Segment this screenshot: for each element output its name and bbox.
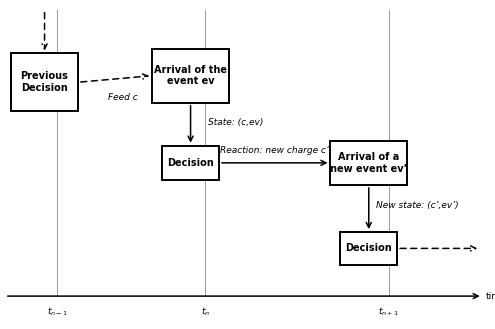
FancyBboxPatch shape [331,141,407,185]
Text: Reaction: new charge c’: Reaction: new charge c’ [220,146,329,155]
Text: Decision: Decision [346,243,392,253]
Text: time: time [486,291,495,301]
Text: State: (c,ev): State: (c,ev) [208,118,263,127]
Text: $t_{n-1}$: $t_{n-1}$ [47,306,67,318]
FancyBboxPatch shape [341,232,397,265]
Text: Decision: Decision [167,158,214,168]
FancyBboxPatch shape [11,54,78,111]
Text: New state: (c’,ev’): New state: (c’,ev’) [376,201,459,210]
Text: $t_n$: $t_n$ [201,306,210,318]
FancyBboxPatch shape [152,48,229,103]
Text: Previous
Decision: Previous Decision [21,71,68,93]
FancyBboxPatch shape [162,145,219,180]
Text: $t_{n+1}$: $t_{n+1}$ [378,306,399,318]
Text: Arrival of a
new event ev’: Arrival of a new event ev’ [330,152,407,174]
Text: Arrival of the
event ev: Arrival of the event ev [154,65,227,87]
Text: Feed c: Feed c [108,93,138,102]
